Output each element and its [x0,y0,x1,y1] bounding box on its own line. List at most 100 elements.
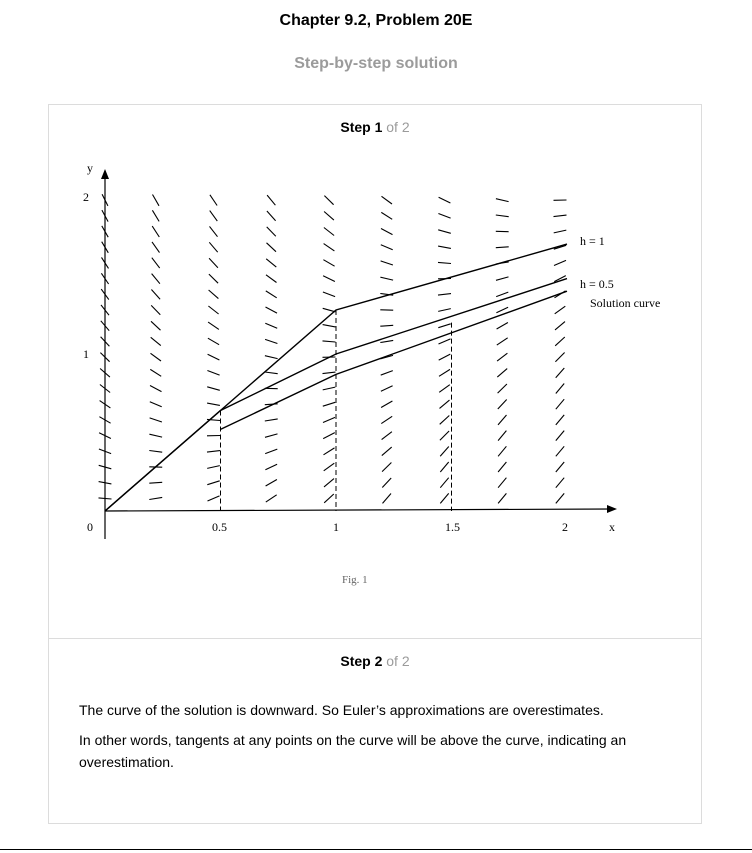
slope-mark [380,340,393,342]
slope-mark [324,196,333,205]
slope-mark [323,308,336,312]
slope-mark [439,339,451,344]
slope-mark [381,401,392,408]
slope-mark [383,494,392,504]
slope-mark [323,402,335,406]
step-2-of: of 2 [386,653,409,669]
slope-mark [208,496,220,501]
label-h-0.5: h = 0.5 [580,277,614,291]
slope-mark [209,290,219,299]
slope-mark [209,274,218,283]
slope-mark [209,258,218,268]
page-bottom-rule [0,849,752,850]
slope-mark [496,307,508,313]
y-tick-label-2: 2 [83,190,89,204]
slope-mark [324,212,334,221]
slope-mark [323,260,334,267]
y-axis-arrow-icon [101,169,109,179]
slope-mark [381,212,392,219]
slope-mark [208,306,218,314]
slope-mark [153,195,160,206]
slope-mark [440,478,448,488]
slope-mark [152,274,160,284]
slope-mark [151,305,160,314]
slope-mark [438,309,451,312]
x-tick-label-1.5: 1.5 [445,520,460,534]
slope-mark [382,447,392,456]
step-2-label: Step 2 [340,653,382,669]
slope-mark [323,341,336,342]
slope-mark [207,403,220,405]
slope-mark [498,400,507,410]
slope-mark [151,337,161,345]
slope-mark [267,211,276,221]
origin-label: 0 [87,520,93,534]
x-axis [105,509,613,511]
slope-mark [556,415,564,425]
slope-mark [554,215,567,217]
slope-mark [324,228,334,236]
slope-mark [554,260,566,265]
slope-mark [381,229,393,235]
x-tick-label-0.5: 0.5 [212,520,227,534]
slope-mark [324,479,334,487]
slope-mark [324,448,335,455]
slope-mark [438,294,451,296]
slope-mark [208,338,219,345]
slope-mark [150,386,162,392]
slope-mark [265,464,277,470]
slope-mark [266,307,278,313]
slope-mark [267,195,275,205]
slope-mark [149,434,162,437]
slope-mark [381,416,392,423]
slope-mark [323,433,335,439]
slope-mark [380,325,393,326]
slope-mark [207,466,220,469]
slope-mark [323,292,335,297]
slope-mark [152,242,160,253]
slope-mark [324,494,334,503]
slope-mark [323,276,335,282]
slope-mark [497,338,508,345]
x-axis-label: x [609,520,615,534]
slope-mark [381,386,393,392]
slope-mark [440,416,450,425]
slope-mark [265,323,277,328]
slope-mark [496,292,508,297]
slope-mark [207,371,219,376]
slope-mark [498,462,506,472]
solution-card: Step 1 of 2 y x 0 1 2 0.5 1 1.5 2 h = 1 … [48,104,702,824]
slope-mark [266,495,277,502]
slope-mark [496,199,509,202]
slope-mark [207,481,219,485]
series-line [221,291,568,429]
slope-mark [210,226,218,236]
slope-mark [266,259,276,267]
slope-mark [323,325,336,327]
slope-mark [556,493,564,503]
slope-mark [324,463,335,471]
slope-mark [497,353,507,361]
step-2-paragraph-2: In other words, tangents at any points o… [79,729,679,773]
slope-mark [149,482,162,483]
slope-mark [498,415,507,425]
slope-mark [266,291,277,298]
slope-mark [555,337,565,346]
slope-mark [440,447,449,457]
slope-mark [439,197,451,203]
slope-mark [207,387,220,391]
slope-mark [556,462,564,472]
slope-mark [381,261,393,265]
slope-mark [440,462,448,472]
slope-mark [497,369,507,378]
slope-mark [555,306,566,314]
slope-mark [152,226,159,237]
slope-mark [556,368,565,378]
y-tick-label-1: 1 [83,347,89,361]
step-divider [49,638,701,639]
label-h-1: h = 1 [580,234,605,248]
direction-field [99,194,567,503]
step-2-heading: Step 2 of 2 [49,653,701,669]
slope-mark [267,243,277,252]
slope-mark [265,434,278,437]
